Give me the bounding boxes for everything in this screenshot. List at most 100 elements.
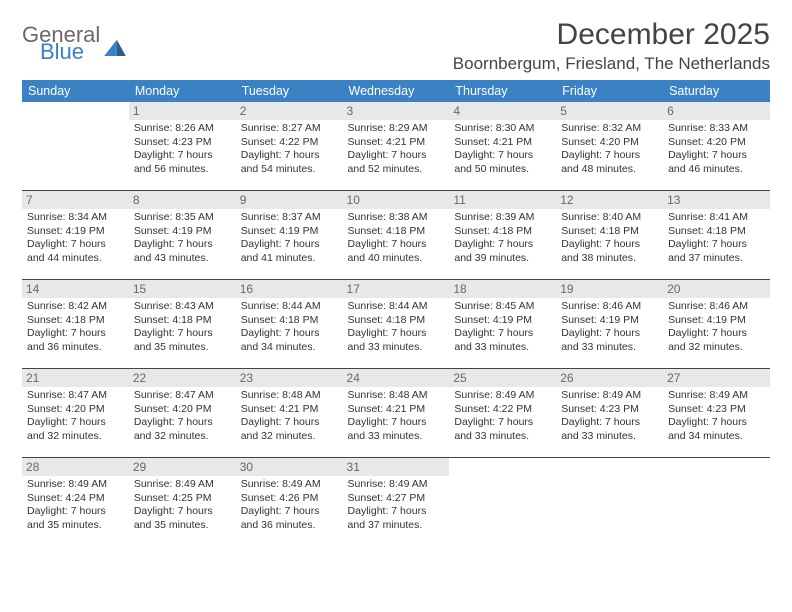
sunrise-line: Sunrise: 8:42 AM [27,300,107,312]
day-number: 1 [129,102,236,120]
daylight-line: Daylight: 7 hours and 32 minutes. [134,416,213,442]
day-number: 20 [663,280,770,298]
calendar-day-cell [556,458,663,546]
calendar-day-cell [449,458,556,546]
calendar-day-cell: 21Sunrise: 8:47 AMSunset: 4:20 PMDayligh… [22,369,129,457]
day-details: Sunrise: 8:32 AMSunset: 4:20 PMDaylight:… [561,122,658,177]
day-number: 8 [129,191,236,209]
day-details: Sunrise: 8:46 AMSunset: 4:19 PMDaylight:… [668,300,765,355]
sunrise-line: Sunrise: 8:27 AM [241,122,321,134]
calendar-day-cell: 14Sunrise: 8:42 AMSunset: 4:18 PMDayligh… [22,280,129,368]
daylight-line: Daylight: 7 hours and 38 minutes. [561,238,640,264]
daylight-line: Daylight: 7 hours and 37 minutes. [668,238,747,264]
sunset-line: Sunset: 4:18 PM [348,314,426,326]
calendar-day-cell: 24Sunrise: 8:48 AMSunset: 4:21 PMDayligh… [343,369,450,457]
calendar-day-cell: 28Sunrise: 8:49 AMSunset: 4:24 PMDayligh… [22,458,129,546]
sunset-line: Sunset: 4:27 PM [348,492,426,504]
daylight-line: Daylight: 7 hours and 32 minutes. [241,416,320,442]
sunset-line: Sunset: 4:20 PM [668,136,746,148]
sunset-line: Sunset: 4:20 PM [27,403,105,415]
sunset-line: Sunset: 4:18 PM [241,314,319,326]
calendar-day-cell: 23Sunrise: 8:48 AMSunset: 4:21 PMDayligh… [236,369,343,457]
calendar-day-cell: 3Sunrise: 8:29 AMSunset: 4:21 PMDaylight… [343,102,450,190]
calendar-day-cell: 15Sunrise: 8:43 AMSunset: 4:18 PMDayligh… [129,280,236,368]
calendar-day-cell: 17Sunrise: 8:44 AMSunset: 4:18 PMDayligh… [343,280,450,368]
day-number: 13 [663,191,770,209]
daylight-line: Daylight: 7 hours and 34 minutes. [668,416,747,442]
calendar-day-cell: 25Sunrise: 8:49 AMSunset: 4:22 PMDayligh… [449,369,556,457]
daylight-line: Daylight: 7 hours and 50 minutes. [454,149,533,175]
sunset-line: Sunset: 4:19 PM [668,314,746,326]
calendar-day-cell: 16 Sunrise: 8:44 AMSunset: 4:18 PMDayligh… [236,280,343,368]
daylight-line: Daylight: 7 hours and 40 minutes. [348,238,427,264]
daylight-line: Daylight: 7 hours and 46 minutes. [668,149,747,175]
sunset-line: Sunset: 4:22 PM [241,136,319,148]
calendar-day-cell: 30Sunrise: 8:49 AMSunset: 4:26 PMDayligh… [236,458,343,546]
day-details: Sunrise: 8:39 AMSunset: 4:18 PMDaylight:… [454,211,551,266]
day-details: Sunrise: 8:47 AMSunset: 4:20 PMDaylight:… [27,389,124,444]
calendar-day-cell: 18Sunrise: 8:45 AMSunset: 4:19 PMDayligh… [449,280,556,368]
logo-triangle-icon [104,38,126,56]
day-number: 14 [22,280,129,298]
sunset-line: Sunset: 4:18 PM [134,314,212,326]
calendar-day-cell: 7Sunrise: 8:34 AMSunset: 4:19 PMDaylight… [22,191,129,279]
day-details: Sunrise: 8:34 AMSunset: 4:19 PMDaylight:… [27,211,124,266]
calendar-day-cell: 26Sunrise: 8:49 AMSunset: 4:23 PMDayligh… [556,369,663,457]
sunset-line: Sunset: 4:24 PM [27,492,105,504]
weekday-header: Tuesday [236,80,343,102]
day-number: 16 [236,280,343,298]
day-number: 19 [556,280,663,298]
logo: General Blue [22,26,126,61]
day-details: Sunrise: 8:49 AM Sunset: 4:23 PMDaylight:… [668,389,765,444]
day-details: Sunrise: 8:27 AMSunset: 4:22 PMDaylight:… [241,122,338,177]
day-number: 10 [343,191,450,209]
calendar-week-row: 7Sunrise: 8:34 AMSunset: 4:19 PMDaylight… [22,191,770,279]
daylight-line: Daylight: 7 hours and 33 minutes. [348,416,427,442]
daylight-line: Daylight: 7 hours and 41 minutes. [241,238,320,264]
sunset-line: Sunset: 4:23 PM [668,403,746,415]
calendar-day-cell: 11Sunrise: 8:39 AMSunset: 4:18 PMDayligh… [449,191,556,279]
sunrise-line: Sunrise: 8:32 AM [561,122,641,134]
day-details: Sunrise: 8:44 AMSunset: 4:18 PMDaylight:… [241,300,338,355]
daylight-line: Daylight: 7 hours and 35 minutes. [134,505,213,531]
sunset-line: Sunset: 4:18 PM [454,225,532,237]
title-block: December 2025 Boornbergum, Friesland, Th… [453,18,770,74]
sunset-line: Sunset: 4:23 PM [134,136,212,148]
daylight-line: Daylight: 7 hours and 44 minutes. [27,238,106,264]
sunrise-line: Sunrise: 8:35 AM [134,211,214,223]
calendar-day-cell: 8Sunrise: 8:35 AMSunset: 4:19 PMDaylight… [129,191,236,279]
day-details: Sunrise: 8:37 AMSunset: 4:19 PMDaylight:… [241,211,338,266]
calendar-day-cell [22,102,129,190]
daylight-line: Daylight: 7 hours and 48 minutes. [561,149,640,175]
day-details: Sunrise: 8:33 AMSunset: 4:20 PMDaylight:… [668,122,765,177]
sunrise-line: Sunrise: 8:49 AM [27,478,107,490]
daylight-line: Daylight: 7 hours and 36 minutes. [241,505,320,531]
day-details: Sunrise: 8:45 AMSunset: 4:19 PMDaylight:… [454,300,551,355]
day-number: 4 [449,102,556,120]
sunrise-line: Sunrise: 8:49 AM [561,389,641,401]
calendar-week-row: 28Sunrise: 8:49 AMSunset: 4:24 PMDayligh… [22,458,770,546]
sunset-line: Sunset: 4:22 PM [454,403,532,415]
daylight-line: Daylight: 7 hours and 34 minutes. [241,327,320,353]
sunset-line: Sunset: 4:23 PM [561,403,639,415]
sunrise-line: Sunrise: 8:40 AM [561,211,641,223]
day-number: 27 [663,369,770,387]
sunrise-line: Sunrise: 8:49 AM [241,478,321,490]
calendar-week-row: 21Sunrise: 8:47 AMSunset: 4:20 PMDayligh… [22,369,770,457]
location-subtitle: Boornbergum, Friesland, The Netherlands [453,54,770,74]
daylight-line: Daylight: 7 hours and 32 minutes. [668,327,747,353]
calendar-day-cell: 22Sunrise: 8:47 AMSunset: 4:20 PMDayligh… [129,369,236,457]
daylight-line: Daylight: 7 hours and 36 minutes. [27,327,106,353]
weekday-header: Monday [129,80,236,102]
calendar-day-cell: 27 Sunrise: 8:49 AM Sunset: 4:23 PMDayligh… [663,369,770,457]
sunrise-line: Sunrise: 8:48 AM [241,389,321,401]
daylight-line: Daylight: 7 hours and 37 minutes. [348,505,427,531]
sunrise-line: Sunrise: 8:34 AM [27,211,107,223]
sunrise-line: Sunrise: 8:45 AM [454,300,534,312]
calendar-week-row: 1Sunrise: 8:26 AMSunset: 4:23 PMDaylight… [22,102,770,190]
day-number: 24 [343,369,450,387]
daylight-line: Daylight: 7 hours and 33 minutes. [561,416,640,442]
sunset-line: Sunset: 4:26 PM [241,492,319,504]
day-number: 31 [343,458,450,476]
sunrise-line: Sunrise: 8:49 AM [668,389,748,401]
